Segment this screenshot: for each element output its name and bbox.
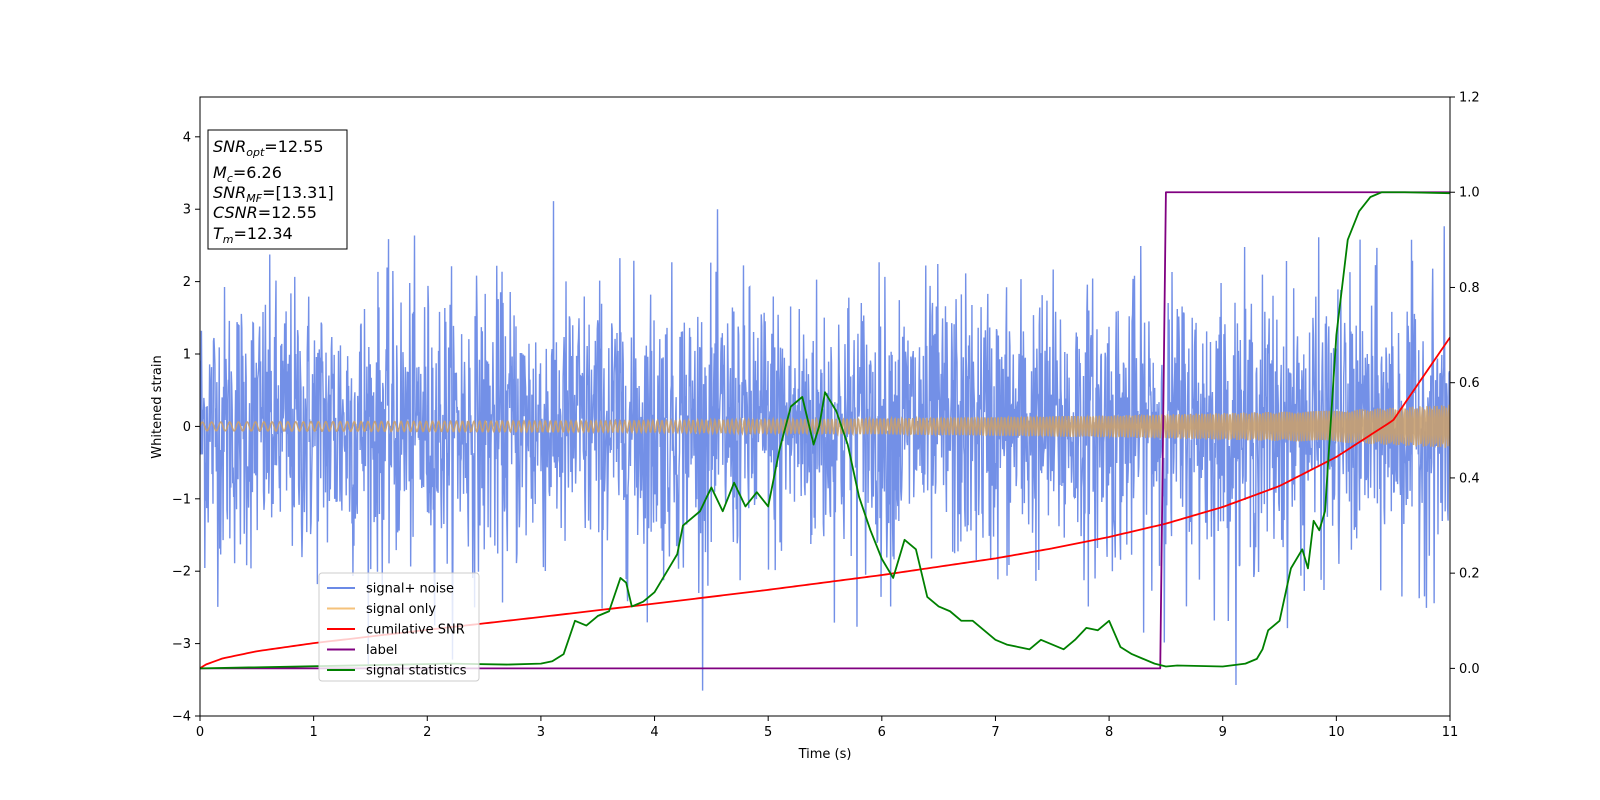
legend-label-signal-noise: signal+ noise (366, 582, 454, 597)
y-right-tick-label: 1.2 (1459, 91, 1480, 106)
y-left-tick-label: 1 (183, 348, 191, 363)
x-tick-label: 0 (196, 725, 204, 740)
y-left-tick-label: −1 (172, 492, 191, 507)
y-right-tick-label: 0.4 (1459, 471, 1480, 486)
info-mc: Mc=6.26 (213, 163, 282, 185)
y-right-tick-label: 1.0 (1459, 186, 1480, 201)
x-tick-label: 11 (1442, 725, 1459, 740)
axes-frame (199, 96, 1451, 717)
series-signal-noise-line (200, 201, 1450, 691)
y-right-tick-label: 0.8 (1459, 281, 1480, 296)
x-tick-label: 5 (764, 725, 772, 740)
series-signal-statistics-line (200, 191, 1450, 670)
info-box: SNRopt=12.55 Mc=6.26 SNRMF=[13.31] CSNR=… (207, 129, 348, 250)
legend-label-label: label (366, 643, 397, 658)
y-left-tick-label: 4 (183, 130, 191, 145)
legend-label-signal-only: signal only (366, 602, 436, 617)
x-tick-label: 4 (650, 725, 658, 740)
y-left-tick-label: 3 (183, 203, 191, 218)
x-tick-label: 6 (878, 725, 886, 740)
legend-entries: signal+ noise signal only cumilative SNR la… (327, 582, 467, 679)
y-right-tick-label: 0.6 (1459, 376, 1480, 391)
info-box-frame (207, 129, 348, 250)
x-tick-label: 8 (1105, 725, 1113, 740)
series-label-line (200, 191, 1450, 670)
x-tick-label: 1 (309, 725, 317, 740)
series-signal-only-line (200, 404, 1450, 448)
x-tick-label: 7 (991, 725, 999, 740)
y-right-tick-label: 0.0 (1459, 662, 1480, 677)
y-left-tick-label: 0 (183, 420, 191, 435)
tick-layer: 0 1 2 3 4 5 6 7 8 9 10 11 −4 −3 −2 −1 0 1 2 3 4 0.0 0.2 0.4 0.6 0… (172, 91, 1480, 741)
info-snr-opt: SNRopt=12.55 (213, 137, 324, 159)
y-right-tick-label: 0.2 (1459, 567, 1480, 582)
info-csnr: CSNR=12.55 (213, 203, 317, 222)
y-left-tick-label: −3 (172, 637, 191, 652)
x-tick-label: 2 (423, 725, 431, 740)
x-axis-label: Time (s) (798, 747, 852, 762)
legend: signal+ noise signal only cumilative SNR la… (318, 572, 480, 682)
y-left-tick-label: −4 (172, 710, 191, 725)
info-tm: Tm=12.34 (213, 224, 293, 246)
x-tick-label: 3 (537, 725, 545, 740)
x-tick-label: 9 (1219, 725, 1227, 740)
info-snr-mf: SNRMF=[13.31] (213, 183, 334, 205)
x-tick-label: 10 (1328, 725, 1345, 740)
y-axis-label-left: Whitened strain (150, 355, 165, 458)
y-left-tick-label: −2 (172, 565, 191, 580)
legend-label-signal-statistics: signal statistics (366, 664, 467, 679)
y-left-tick-label: 2 (183, 275, 191, 290)
legend-frame (318, 572, 480, 682)
legend-label-cumilative-snr: cumilative SNR (366, 623, 465, 638)
